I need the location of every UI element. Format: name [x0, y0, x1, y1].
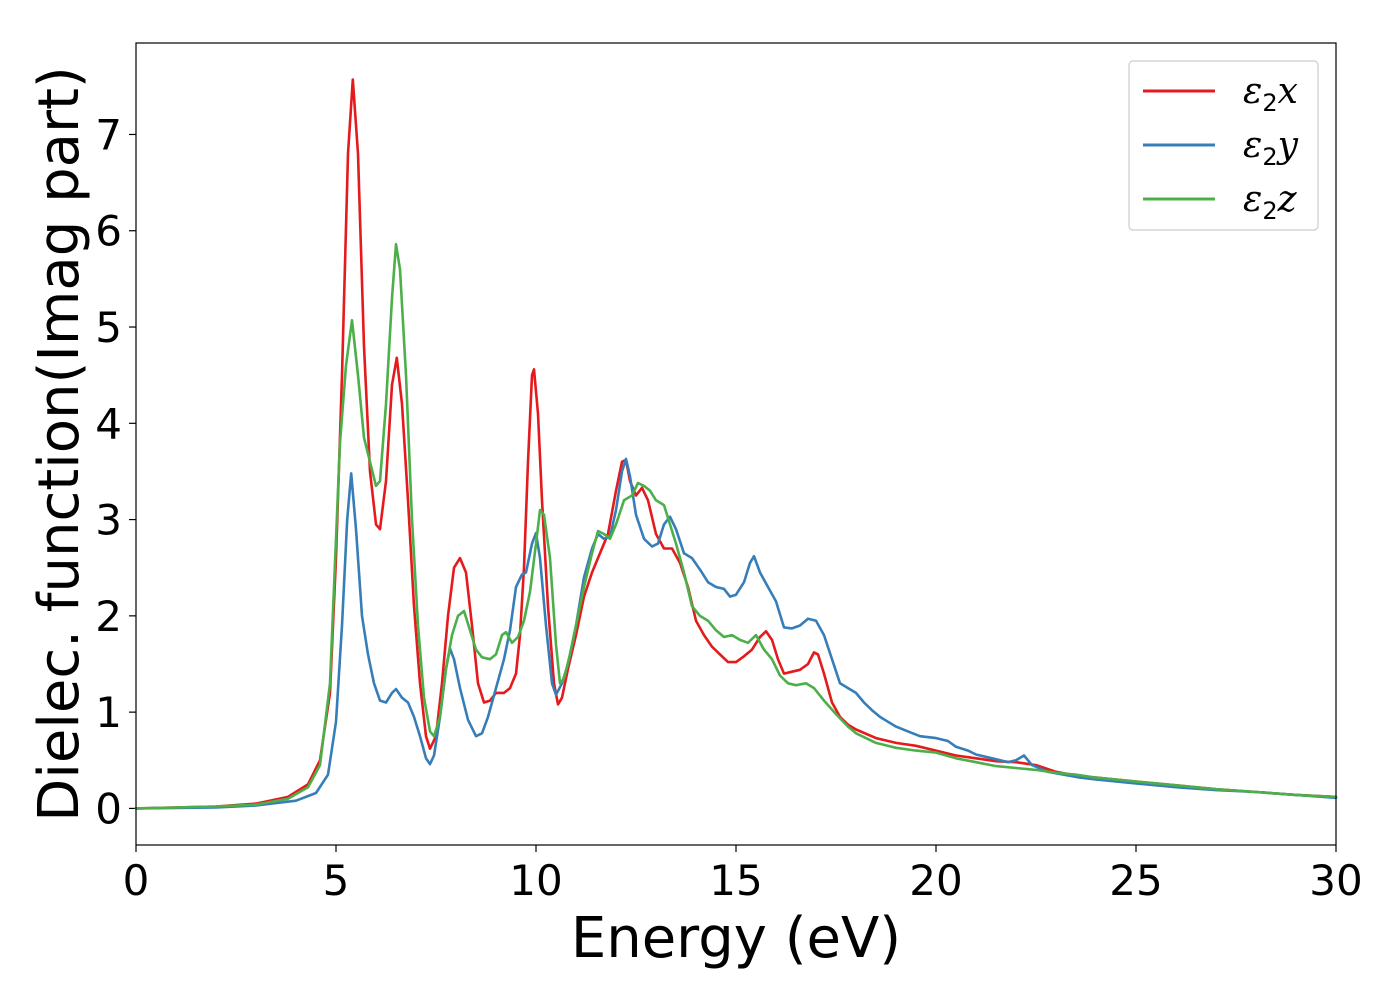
x-tick-label: 25	[1109, 856, 1162, 905]
x-tick-label: 30	[1309, 856, 1362, 905]
x-axis-ticks: 0 5 10 15 20 25 30	[123, 845, 1363, 905]
legend: ε2x ε2y ε2z	[1128, 60, 1319, 231]
y-tick-label: 4	[95, 399, 122, 448]
y-tick-label: 6	[95, 207, 122, 256]
y-tick-label: 3	[95, 496, 122, 545]
y-tick-label: 0	[95, 784, 122, 833]
series-line-x	[134, 78, 1338, 810]
legend-label-z: ε2z	[1243, 179, 1298, 225]
legend-box	[1128, 60, 1319, 231]
x-axis-title: Energy (eV)	[571, 906, 901, 971]
y-axis-title: Dielec. function(Imag part)	[27, 66, 92, 822]
series-lines	[134, 78, 1338, 810]
x-tick-label: 5	[323, 856, 350, 905]
y-tick-label: 7	[95, 110, 122, 159]
y-tick-label: 2	[95, 592, 122, 641]
series-line-y	[134, 457, 1338, 810]
y-tick-label: 1	[95, 688, 122, 737]
series-line-z	[134, 242, 1338, 810]
legend-label-x: ε2x	[1243, 71, 1298, 117]
y-axis-ticks: 0 1 2 3 4 5 6 7	[95, 110, 136, 833]
plot-frame	[135, 42, 1337, 846]
x-tick-label: 15	[709, 856, 762, 905]
legend-label-y: ε2y	[1243, 125, 1299, 171]
y-tick-label: 5	[95, 303, 122, 352]
x-tick-label: 10	[509, 856, 562, 905]
x-tick-label: 20	[909, 856, 962, 905]
x-tick-label: 0	[123, 856, 150, 905]
